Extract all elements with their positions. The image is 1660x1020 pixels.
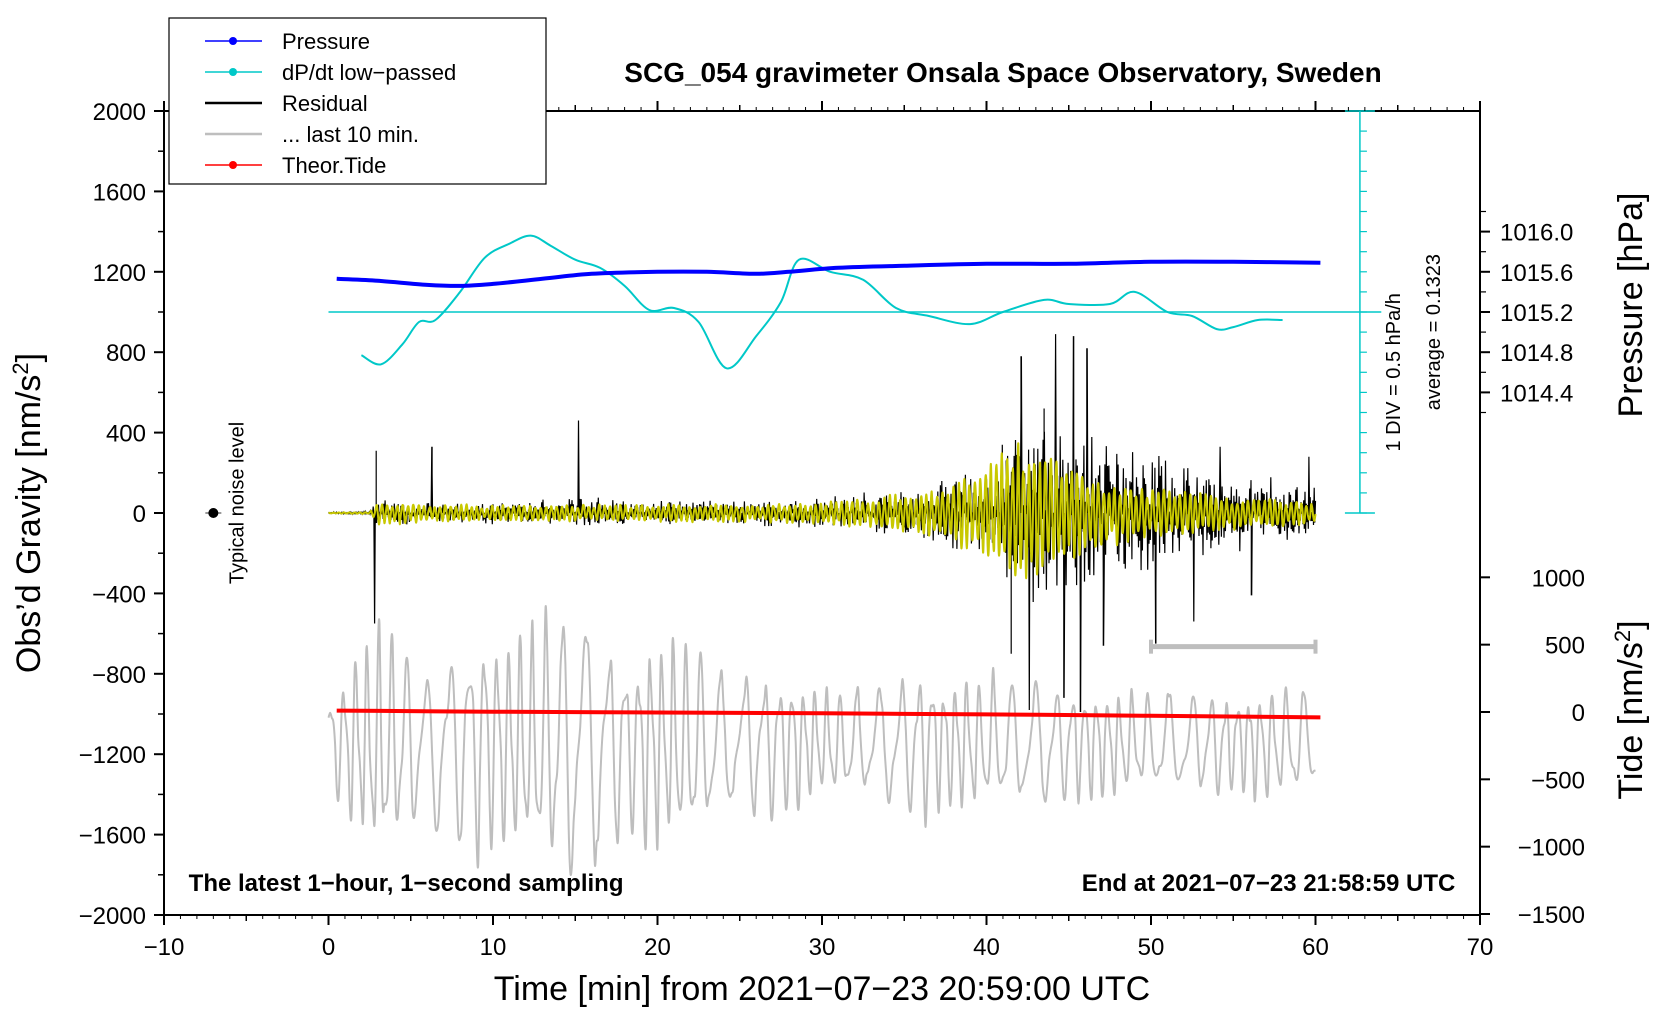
chart-title: SCG_054 gravimeter Onsala Space Observat… bbox=[624, 57, 1381, 88]
y-tick-label: −1200 bbox=[79, 742, 146, 769]
y-axis-title-tide: Tide [nm/s2] bbox=[1610, 620, 1650, 799]
legend-marker bbox=[229, 161, 237, 169]
sampling-note: The latest 1−hour, 1−second sampling bbox=[189, 870, 624, 897]
residual-lowpass-line bbox=[328, 442, 1317, 580]
tide-tick-label: 0 bbox=[1572, 700, 1585, 727]
y-tick-label: 800 bbox=[106, 340, 146, 367]
legend-marker bbox=[229, 68, 237, 76]
pressure-line bbox=[336, 259, 1321, 288]
x-tick-label: 40 bbox=[973, 934, 1000, 961]
y-tick-label: 400 bbox=[106, 421, 146, 448]
x-tick-label: −10 bbox=[144, 934, 185, 961]
pressure-series bbox=[336, 259, 1321, 288]
y-axis-left: 2000 1600 1200 800 400 0 −400 −800 −1200 −1600 −20… bbox=[79, 99, 164, 930]
pressure-tick-label: 1015.6 bbox=[1500, 260, 1573, 287]
tide-axis: 1000 500 0 −500 −1000 −1500 bbox=[1480, 565, 1585, 929]
x-axis-title: Time [min] from 2021−07−23 20:59:00 UTC bbox=[494, 970, 1150, 1008]
y-tick-label: 1600 bbox=[93, 179, 146, 206]
legend-label: Residual bbox=[282, 91, 368, 116]
y-axis-title-left-sup: 2 bbox=[8, 362, 33, 374]
legend-box bbox=[168, 17, 547, 185]
y-axis-title-left-end: ] bbox=[10, 353, 48, 362]
x-tick-label: 0 bbox=[322, 934, 335, 961]
tide-tick-label: 1000 bbox=[1532, 565, 1585, 592]
y-tick-label: −1600 bbox=[79, 823, 146, 850]
y-axis-title-pressure: Pressure [hPa] bbox=[1612, 193, 1650, 418]
legend-label: dP/dt low−passed bbox=[282, 60, 456, 85]
x-tick-label: 30 bbox=[809, 934, 836, 961]
tide-tick-label: −1500 bbox=[1518, 902, 1585, 929]
legend-marker bbox=[229, 37, 237, 45]
theoretical-tide-series bbox=[336, 708, 1321, 720]
noise-label: Typical noise level bbox=[226, 422, 248, 584]
dpdt-average-label: average = 0.1323 bbox=[1423, 254, 1445, 410]
theoretical-tide-line bbox=[336, 708, 1321, 720]
y-tick-label: −400 bbox=[92, 581, 146, 608]
y-tick-label: 1200 bbox=[93, 260, 146, 287]
x-tick-label: 60 bbox=[1302, 934, 1329, 961]
dpdt-line bbox=[360, 234, 1283, 370]
y-axis-title-left-main: Obs’d Gravity [nm/s bbox=[10, 375, 48, 674]
tide-tick-label: −500 bbox=[1531, 767, 1585, 794]
y-axis-title-tide-main: Tide [nm/s bbox=[1612, 642, 1650, 799]
pressure-tick-label: 1014.4 bbox=[1500, 380, 1573, 407]
dpdt-series bbox=[360, 234, 1283, 370]
end-time-note: End at 2021−07−23 21:58:59 UTC bbox=[1082, 870, 1456, 897]
y-axis-title-tide-end: ] bbox=[1612, 620, 1650, 629]
legend-label: Theor.Tide bbox=[282, 153, 386, 178]
y-tick-label: −2000 bbox=[79, 903, 146, 930]
x-tick-label: 50 bbox=[1138, 934, 1165, 961]
x-tick-label: 70 bbox=[1467, 934, 1494, 961]
legend-label: ... last 10 min. bbox=[282, 122, 419, 147]
x-tick-label: 20 bbox=[644, 934, 671, 961]
x-tick-label: 10 bbox=[480, 934, 507, 961]
pressure-tick-label: 1016.0 bbox=[1500, 220, 1573, 247]
y-tick-label: −800 bbox=[92, 662, 146, 689]
legend: Pressure dP/dt low−passed Residual ... last… bbox=[168, 17, 547, 185]
tide-tick-label: −1000 bbox=[1518, 835, 1585, 862]
annotations: Typical noise level The latest 1−hour, 1−… bbox=[189, 422, 1456, 897]
y-tick-label: 0 bbox=[133, 501, 146, 528]
tide-tick-label: 500 bbox=[1545, 633, 1585, 660]
dpdt-div-label: 1 DIV = 0.5 hPa/h bbox=[1383, 293, 1405, 451]
y-tick-label: 2000 bbox=[93, 99, 146, 126]
legend-label: Pressure bbox=[282, 29, 370, 54]
x-axis: −10 0 10 20 30 40 50 60 70 bbox=[144, 101, 1494, 961]
last-ten-minutes-series bbox=[327, 605, 1316, 876]
pressure-tick-label: 1015.2 bbox=[1500, 300, 1573, 327]
noise-point bbox=[208, 508, 219, 518]
y-axis-title-left: Obs’d Gravity [nm/s2] bbox=[8, 353, 48, 673]
residual-lowpass-series bbox=[328, 442, 1317, 580]
pressure-tick-label: 1014.8 bbox=[1500, 340, 1573, 367]
last-ten-minutes-line bbox=[327, 605, 1316, 876]
dpdt-axis: 1 DIV = 0.5 hPa/h average = 0.1323 bbox=[328, 110, 1445, 514]
pressure-axis: 1016.0 1015.6 1015.2 1014.8 1014.4 bbox=[1480, 210, 1573, 414]
y-axis-title-tide-sup: 2 bbox=[1610, 630, 1635, 642]
